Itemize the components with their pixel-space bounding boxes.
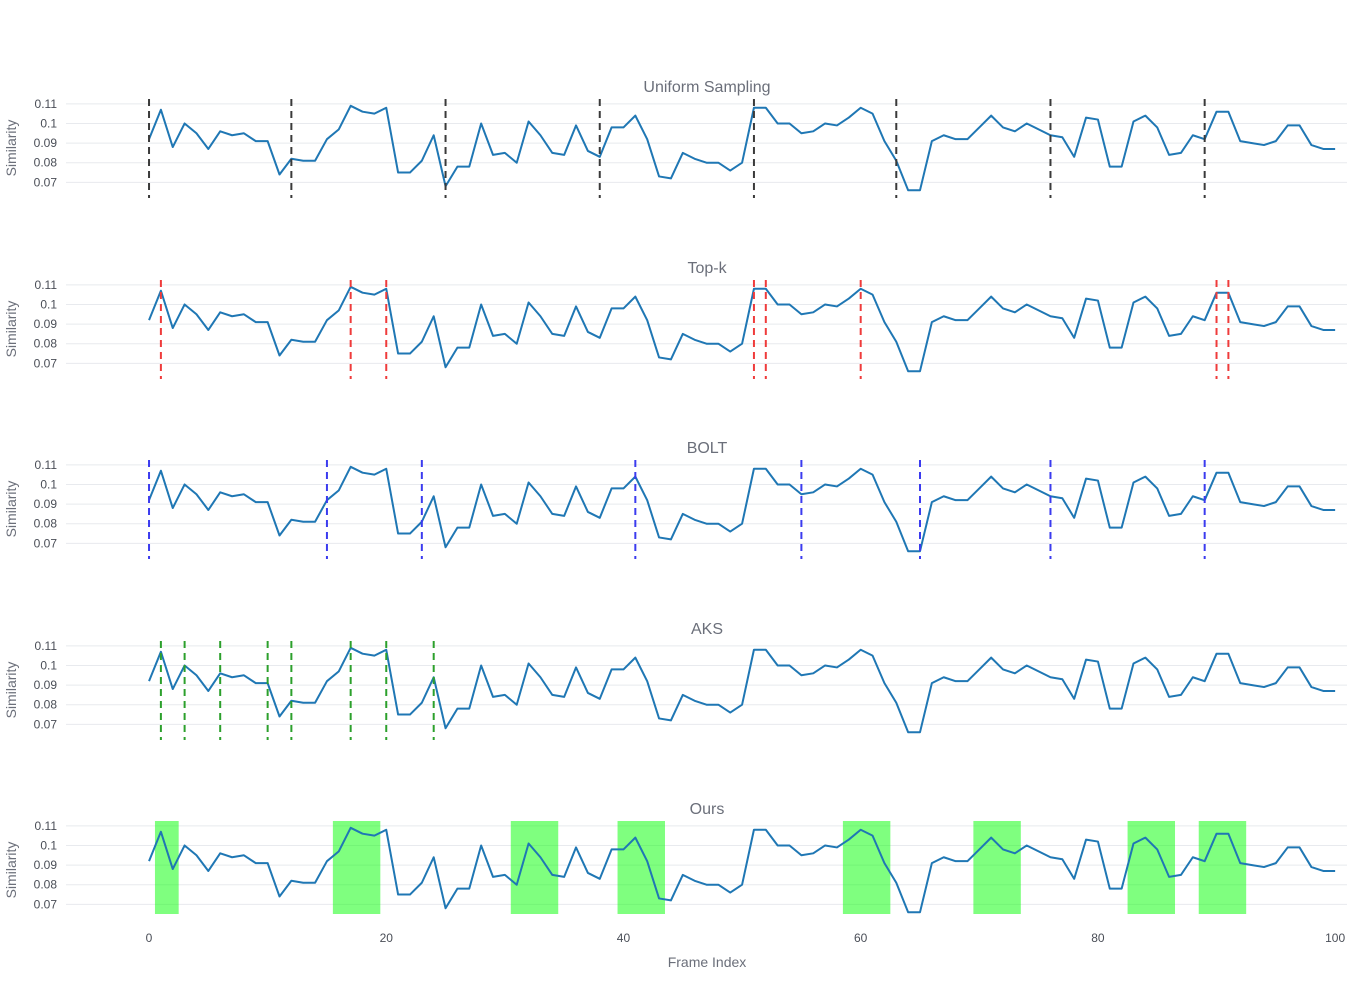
y-tick-label: 0.07	[34, 717, 58, 731]
y-axis-label: Similarity	[3, 842, 19, 899]
selected-band	[973, 821, 1021, 914]
y-tick-label: 0.07	[34, 897, 58, 911]
y-tick-label: 0.07	[34, 536, 58, 550]
similarity-line	[148, 104, 1336, 192]
y-tick-label: 0.1	[40, 658, 57, 672]
selected-band	[332, 821, 381, 914]
panel-title: Uniform Sampling	[643, 79, 770, 96]
selected-band	[154, 821, 179, 914]
y-axis-label: Similarity	[3, 481, 19, 538]
y-tick-label: 0.07	[34, 175, 58, 189]
similarity-line	[148, 285, 1336, 373]
similarity-line	[148, 826, 1336, 914]
y-tick-label: 0.11	[35, 819, 58, 833]
y-tick-label: 0.11	[35, 458, 58, 472]
x-axis: 0 20 40 60 80 100	[146, 931, 1346, 945]
x-tick-label: 100	[1325, 931, 1345, 945]
selected-band	[1127, 821, 1176, 914]
y-tick-label: 0.09	[34, 317, 58, 331]
x-axis-label: Frame Index	[668, 954, 747, 970]
panel-title: Top-k	[687, 260, 727, 277]
selected-band	[842, 821, 891, 914]
y-tick-label: 0.1	[40, 477, 57, 491]
y-tick-label: 0.08	[34, 698, 58, 712]
x-tick-label: 0	[146, 931, 153, 945]
x-tick-label: 40	[617, 931, 631, 945]
panel-0: 0.07 0.08 0.09 0.1 0.11 Similarity Uniform Sam…	[3, 79, 1347, 198]
y-axis-label: Similarity	[3, 662, 19, 719]
y-tick-label: 0.11	[35, 278, 58, 292]
y-tick-label: 0.08	[34, 337, 58, 351]
chart-panels: 0.07 0.08 0.09 0.1 0.11 Similarity Uniform Sam…	[3, 79, 1347, 914]
selected-band	[617, 821, 665, 914]
y-tick-label: 0.11	[35, 639, 58, 653]
y-tick-label: 0.11	[35, 97, 58, 111]
y-tick-label: 0.08	[34, 156, 58, 170]
panel-2: 0.07 0.08 0.09 0.1 0.11 Similarity BOLT	[3, 440, 1347, 559]
x-tick-label: 60	[854, 931, 868, 945]
similarity-line	[148, 465, 1336, 553]
y-tick-label: 0.08	[34, 878, 58, 892]
panel-1: 0.07 0.08 0.09 0.1 0.11 Similarity Top-k	[3, 260, 1347, 379]
y-tick-label: 0.07	[34, 356, 58, 370]
y-tick-label: 0.09	[34, 497, 58, 511]
selected-band	[1198, 821, 1247, 914]
y-tick-label: 0.1	[40, 116, 57, 130]
y-tick-label: 0.09	[34, 136, 58, 150]
y-axis-label: Similarity	[3, 301, 19, 358]
panel-title: BOLT	[687, 440, 728, 457]
y-tick-label: 0.1	[40, 838, 57, 852]
y-tick-label: 0.09	[34, 678, 58, 692]
y-tick-label: 0.09	[34, 858, 58, 872]
y-tick-label: 0.08	[34, 517, 58, 531]
panel-title: AKS	[691, 621, 723, 638]
y-tick-label: 0.1	[40, 297, 57, 311]
y-axis-label: Similarity	[3, 120, 19, 177]
panel-4: 0.07 0.08 0.09 0.1 0.11 Similarity Ours	[3, 801, 1347, 914]
panel-title: Ours	[690, 801, 725, 818]
x-tick-label: 20	[380, 931, 394, 945]
similarity-line	[148, 646, 1336, 734]
x-tick-label: 80	[1091, 931, 1105, 945]
selected-band	[510, 821, 559, 914]
panel-3: 0.07 0.08 0.09 0.1 0.11 Similarity AKS	[3, 621, 1347, 740]
